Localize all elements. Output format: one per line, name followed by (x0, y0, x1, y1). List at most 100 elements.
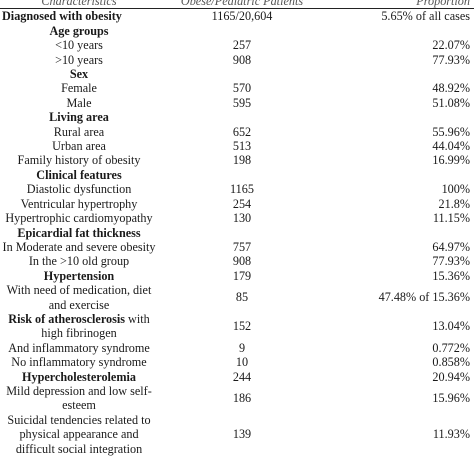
table-row: Suicidal tendencies related to physical … (0, 413, 474, 456)
row-label: Hypertension (43, 268, 115, 283)
row-proportion: 22.07% (432, 38, 470, 53)
row-proportion: 13.04% (432, 319, 470, 334)
table-row: <10 years 257 22.07% (0, 38, 474, 52)
row-proportion (326, 168, 474, 182)
row-label: Living area (49, 110, 109, 125)
row-patient-count: 570 (232, 81, 252, 96)
row-patient-count: 9 (238, 340, 246, 355)
table-row: Diastolic dysfunction 1165 100% (0, 182, 474, 196)
table-row: Urban area 513 44.04% (0, 139, 474, 153)
table-row: Hypertension 179 15.36% (0, 269, 474, 283)
row-patient-count: 198 (232, 153, 252, 168)
row-proportion: 0.772% (432, 340, 470, 355)
row-patient-count (158, 110, 326, 124)
row-label: Family history of obesity (17, 153, 141, 168)
row-proportion: 11.15% (432, 211, 470, 226)
row-label: And inflammatory syndrome (8, 340, 150, 355)
table-row: No inflammatory syndrome 10 0.858% (0, 355, 474, 369)
row-patient-count (158, 226, 326, 240)
row-proportion: 5.65% of all cases (381, 9, 470, 24)
table-row: Risk of atherosclerosis with high fibrin… (0, 312, 474, 341)
table-row: In Moderate and severe obesity 757 64.97% (0, 240, 474, 254)
header-patients: Obese/Pediatric Patients (180, 0, 304, 8)
row-patient-count: 152 (232, 319, 252, 334)
table-row: Ventricular hypertrophy 254 21.8% (0, 197, 474, 211)
table-row: Age groups (0, 24, 474, 38)
row-proportion: 55.96% (432, 124, 470, 139)
row-patient-count (158, 24, 326, 38)
row-patient-count: 254 (232, 196, 252, 211)
row-label: Rural area (53, 124, 105, 139)
table-row: Hypertrophic cardiomyopathy 130 11.15% (0, 211, 474, 225)
row-proportion: 100% (441, 182, 470, 197)
table-row: >10 years 908 77.93% (0, 53, 474, 67)
row-label: >10 years (55, 52, 103, 67)
table-row: And inflammatory syndrome 9 0.772% (0, 341, 474, 355)
table-row: Mild depression and low self-esteem 186 15… (0, 384, 474, 413)
row-label: Mild depression and low self-esteem (6, 383, 152, 413)
row-patient-count: 244 (232, 369, 252, 384)
row-patient-count: 908 (232, 52, 252, 67)
table-row: Rural area 652 55.96% (0, 125, 474, 139)
table-row: Epicardial fat thickness (0, 226, 474, 240)
row-label: In the >10 old group (28, 254, 130, 269)
row-proportion: 15.36% (432, 268, 470, 283)
row-proportion: 11.93% (432, 427, 470, 442)
table-row: In the >10 old group 908 77.93% (0, 254, 474, 268)
row-proportion (326, 226, 474, 240)
header-proportion: Proportion (416, 0, 470, 8)
row-proportion (326, 67, 474, 81)
table-body: Diagnosed with obesity 1165/20,604 5.65% o… (0, 9, 474, 456)
table-row: Hypercholesterolemia 244 20.94% (0, 370, 474, 384)
row-label: Clinical features (36, 167, 122, 182)
row-label: Age groups (49, 23, 109, 38)
row-proportion: 77.93% (432, 254, 470, 269)
table-row: Living area (0, 110, 474, 124)
row-patient-count: 85 (235, 290, 249, 305)
obesity-characteristics-table: Characteristics Obese/Pediatric Patients… (0, 0, 474, 456)
row-patient-count: 186 (232, 391, 252, 406)
row-proportion: 77.93% (432, 52, 470, 67)
row-patient-count: 513 (232, 139, 252, 154)
row-proportion: 47.48% of 15.36% (378, 290, 470, 305)
row-patient-count: 1165/20,604 (211, 9, 273, 24)
row-proportion: 44.04% (432, 139, 470, 154)
table-row: Diagnosed with obesity 1165/20,604 5.65% o… (0, 9, 474, 24)
row-label: Female (61, 81, 97, 96)
table-row: Female 570 48.92% (0, 81, 474, 95)
row-patient-count (158, 67, 326, 81)
document-page: Characteristics Obese/Pediatric Patients… (0, 0, 474, 456)
row-patient-count: 652 (232, 124, 252, 139)
row-proportion (326, 110, 474, 124)
row-proportion (326, 24, 474, 38)
row-label: Sex (69, 67, 89, 82)
row-patient-count: 10 (235, 355, 249, 370)
row-patient-count: 757 (232, 239, 252, 254)
row-label: Hypercholesterolemia (22, 369, 136, 384)
row-label: Diastolic dysfunction (26, 182, 132, 197)
table-row: Male 595 51.08% (0, 96, 474, 110)
row-label: Epicardial fat thickness (17, 225, 141, 240)
row-label: With need of medication, diet and exerci… (6, 283, 152, 312)
table-header: Characteristics Obese/Pediatric Patients… (0, 0, 474, 9)
row-proportion: 51.08% (432, 95, 470, 110)
table-row: Family history of obesity 198 16.99% (0, 153, 474, 167)
table-row: Clinical features (0, 168, 474, 182)
row-patient-count: 257 (232, 38, 252, 53)
row-patient-count (158, 168, 326, 182)
table-row: With need of medication, diet and exerci… (0, 283, 474, 312)
row-label: Risk of atherosclerosis with high fibrin… (8, 311, 150, 341)
row-proportion: 20.94% (432, 369, 470, 384)
row-label: Hypertrophic cardiomyopathy (5, 211, 153, 226)
row-label: In Moderate and severe obesity (2, 239, 156, 254)
row-label: Male (66, 95, 92, 110)
row-proportion: 48.92% (432, 81, 470, 96)
row-label: <10 years (55, 38, 103, 53)
header-characteristics: Characteristics (41, 0, 117, 8)
row-label-bold-part: Risk of atherosclerosis (8, 311, 125, 326)
row-proportion: 21.8% (438, 196, 470, 211)
row-patient-count: 139 (232, 427, 252, 442)
row-label: Diagnosed with obesity (2, 9, 122, 24)
row-patient-count: 179 (232, 268, 252, 283)
row-patient-count: 908 (232, 254, 252, 269)
